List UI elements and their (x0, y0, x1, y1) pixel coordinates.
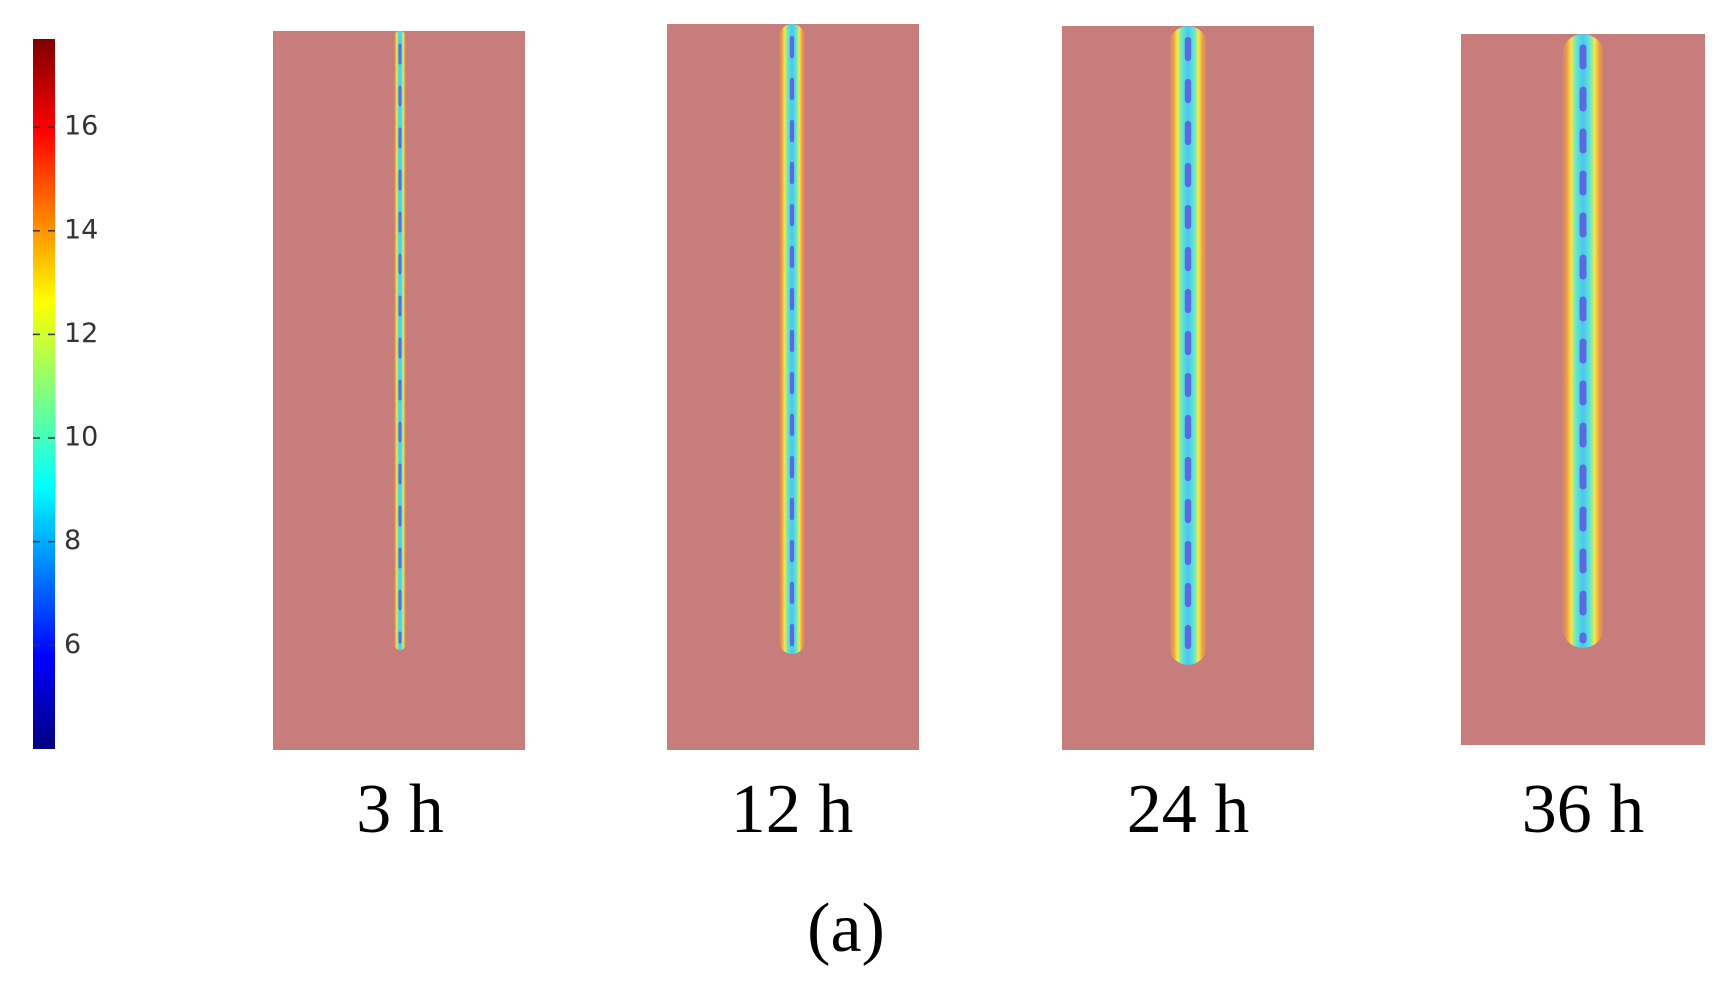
tick-label: 8 (64, 525, 81, 556)
tick-label: 6 (64, 629, 81, 660)
tick-label: 12 (64, 318, 98, 349)
colorbar (33, 39, 55, 749)
tick-label: 16 (64, 111, 98, 142)
caption: (a) (807, 890, 885, 967)
panel-label: 3 h (356, 771, 444, 848)
panel-label: 12 h (731, 771, 854, 848)
tick-label: 10 (64, 422, 98, 453)
colorbar-ticks: 6 8 10 12 14 16 (33, 111, 98, 660)
panel-label: 36 h (1522, 771, 1645, 848)
tick-label: 14 (64, 214, 98, 245)
panel-label: 24 h (1127, 771, 1250, 848)
panels: 3 h 12 h 24 h 36 h (273, 24, 1705, 848)
